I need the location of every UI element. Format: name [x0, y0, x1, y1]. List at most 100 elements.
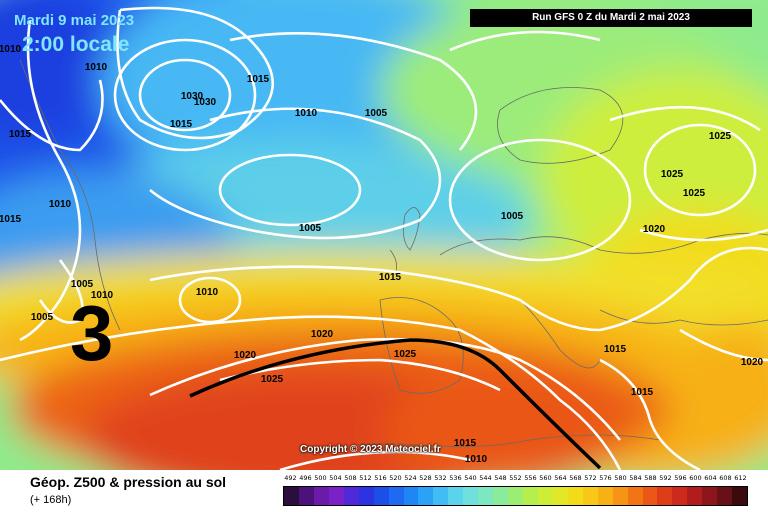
color-scale-swatch: [313, 487, 329, 505]
isobar-label: 1025: [683, 188, 706, 199]
color-scale-value: 508: [344, 474, 357, 482]
isobar-label: 1020: [234, 350, 257, 361]
isobar-label: 1025: [261, 374, 284, 385]
color-scale-swatch: [433, 487, 449, 505]
color-scale-swatch: [343, 487, 359, 505]
color-scale-swatch: [328, 487, 344, 505]
geopotential-field: [0, 0, 768, 470]
isobar-label: 1010: [295, 108, 318, 119]
isobar-label: 1015: [379, 272, 402, 283]
color-scale-swatch: [463, 487, 479, 505]
color-scale-value: 548: [494, 474, 507, 482]
color-scale-value: 536: [449, 474, 462, 482]
isobar-label: 1010: [49, 199, 72, 210]
isobar-label: 1005: [71, 279, 94, 290]
isobar-label: 1015: [454, 438, 477, 449]
color-scale-swatch: [373, 487, 389, 505]
isobar-label: 1025: [709, 131, 732, 142]
isobar-label: 1010: [196, 287, 219, 298]
color-scale-swatch: [358, 487, 374, 505]
color-scale-value: 588: [644, 474, 657, 482]
color-scale-value: 584: [629, 474, 642, 482]
color-scale-swatch: [493, 487, 509, 505]
color-scale-swatch: [284, 487, 299, 505]
front-line: [189, 338, 602, 470]
color-scale-value: 576: [599, 474, 612, 482]
isobar-label: 1015: [604, 344, 627, 355]
isobar-label: 1020: [741, 357, 764, 368]
valid-date: Mardi 9 mai 2023: [14, 12, 135, 29]
color-scale-value: 500: [314, 474, 327, 482]
color-scale-swatch: [657, 487, 673, 505]
color-scale-swatch: [508, 487, 523, 505]
color-scale-swatch: [642, 487, 658, 505]
color-scale-value: 552: [509, 474, 522, 482]
isobar-label: 1025: [394, 349, 417, 360]
color-scale-value: 596: [674, 474, 687, 482]
isobar-label: 1025: [661, 169, 684, 180]
isobar-label: 1005: [31, 312, 54, 323]
color-scale-value: 516: [374, 474, 387, 482]
color-scale-swatch: [403, 487, 419, 505]
color-scale-swatch: [298, 487, 314, 505]
isobar-label: 1015: [0, 214, 22, 225]
isobar-label: 1010: [0, 44, 22, 55]
color-scale-swatch: [612, 487, 628, 505]
color-scale-value: 540: [464, 474, 477, 482]
isobar-label: 1005: [501, 211, 524, 222]
color-scale-swatch: [627, 487, 643, 505]
isobar-label: 1005: [299, 223, 322, 234]
color-scale-value: 564: [554, 474, 567, 482]
isobars: [0, 6, 768, 470]
color-scale-value: 560: [539, 474, 552, 482]
legend-subtitle: (+ 168h): [30, 494, 72, 506]
weather-map: 1010 1010 1015 1015 1030 1030 1010 1005 1015 1010…: [0, 0, 768, 470]
color-scale-value: 572: [584, 474, 597, 482]
run-banner: Run GFS 0 Z du Mardi 2 mai 2023: [470, 9, 752, 27]
isobar-label: 1015: [631, 387, 654, 398]
color-scale-value: 608: [719, 474, 732, 482]
color-scale-swatch: [523, 487, 538, 505]
isobar-label: 1010: [91, 290, 114, 301]
color-scale-value: 496: [299, 474, 312, 482]
color-scale-swatch: [582, 487, 598, 505]
isobar-label: 1010: [465, 454, 488, 465]
legend-footer: Géop. Z500 & pression au sol (+ 168h) 49…: [0, 470, 768, 512]
color-scale-swatch: [672, 487, 688, 505]
color-scale-value: 524: [404, 474, 417, 482]
color-scale-value: 492: [284, 474, 297, 482]
color-scale: 492 496 500 504 508 512 516 520 524 528 532 536 540 5…: [283, 474, 748, 506]
color-scale-swatch: [717, 487, 733, 505]
valid-time: 2:00 locale: [22, 33, 130, 56]
color-scale-bar: [283, 486, 748, 506]
isobar-label: 1015: [247, 74, 270, 85]
isobar-label: 1005: [365, 108, 388, 119]
color-scale-swatch: [567, 487, 583, 505]
color-scale-swatch: [702, 487, 718, 505]
color-scale-swatch: [418, 487, 434, 505]
color-scale-value: 592: [659, 474, 672, 482]
legend-title: Géop. Z500 & pression au sol: [30, 474, 227, 490]
coastlines: [19, 59, 768, 456]
color-scale-swatch: [537, 487, 553, 505]
color-scale-swatch: [552, 487, 568, 505]
color-scale-swatch: [687, 487, 703, 505]
color-scale-labels: 492 496 500 504 508 512 516 520 524 528 532 536 540 5…: [283, 474, 748, 486]
color-scale-swatch: [478, 487, 494, 505]
color-scale-swatch: [597, 487, 613, 505]
color-scale-value: 528: [419, 474, 432, 482]
color-scale-swatch: [388, 487, 404, 505]
isobar-label: 1010: [85, 62, 108, 73]
color-scale-swatch: [448, 487, 464, 505]
isobar-label: 1030: [194, 97, 217, 108]
color-scale-value: 612: [734, 474, 747, 482]
color-scale-swatch: [732, 487, 748, 505]
isobar-label: 1015: [170, 119, 193, 130]
color-scale-value: 604: [704, 474, 717, 482]
isobar-label: 1020: [643, 224, 666, 235]
color-scale-value: 580: [614, 474, 627, 482]
annotation-number: 3: [70, 289, 114, 377]
color-scale-value: 504: [329, 474, 342, 482]
